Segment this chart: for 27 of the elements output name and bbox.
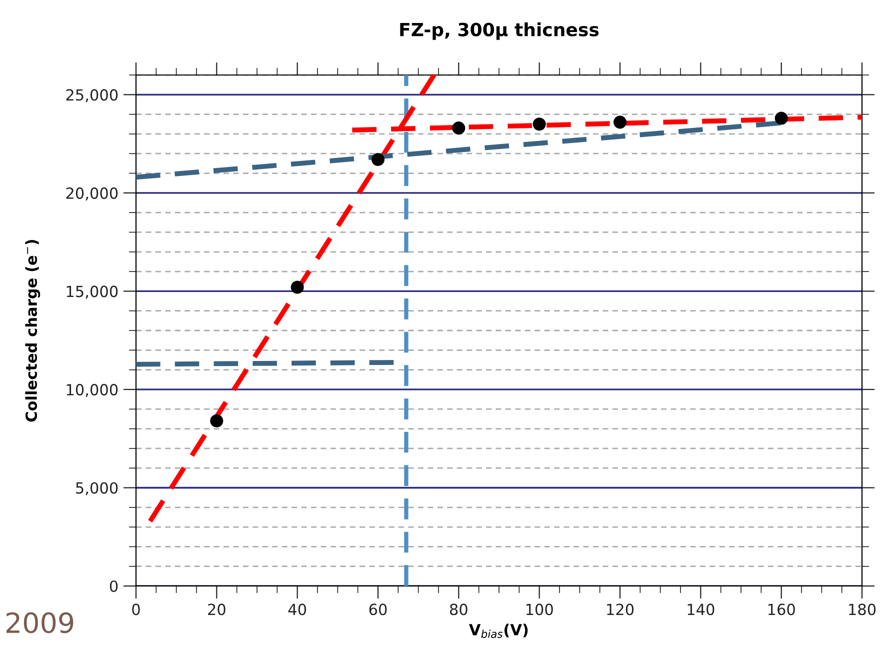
- x-tick-label: 0: [132, 604, 140, 616]
- y-tick-label: 10,000: [66, 384, 118, 398]
- x-tick-label: 120: [607, 604, 634, 616]
- x-tick-label: 80: [450, 604, 468, 616]
- x-tick-label: 180: [849, 604, 876, 616]
- point: [210, 414, 224, 428]
- y-tick-label: 0: [110, 580, 118, 592]
- point: [613, 116, 627, 129]
- text: 2009: [6, 612, 74, 634]
- y-tick-label: 25,000: [66, 89, 118, 102]
- x-tick-label: 160: [768, 604, 795, 616]
- chart-title: FZ-p, 300µ thicness: [400, 22, 599, 40]
- point: [371, 153, 385, 166]
- x-tick-label: 100: [526, 604, 553, 616]
- x-tick-label: 40: [288, 604, 306, 616]
- point: [290, 280, 304, 294]
- y-tick-label: 5,000: [76, 482, 118, 496]
- y-axis-title: Collected charge (e$^{−}$): [25, 240, 40, 422]
- x-tick-label: 60: [369, 604, 387, 616]
- x-tick-label: 140: [688, 604, 714, 616]
- point: [532, 118, 546, 131]
- x-tick-label: 20: [208, 604, 226, 616]
- y-tick-label: 15,000: [66, 286, 118, 299]
- point: [452, 122, 466, 135]
- x-axis-title: V$_{bias}$(V): [468, 624, 528, 638]
- point: [774, 112, 788, 125]
- y-tick-label: 20,000: [66, 187, 118, 201]
